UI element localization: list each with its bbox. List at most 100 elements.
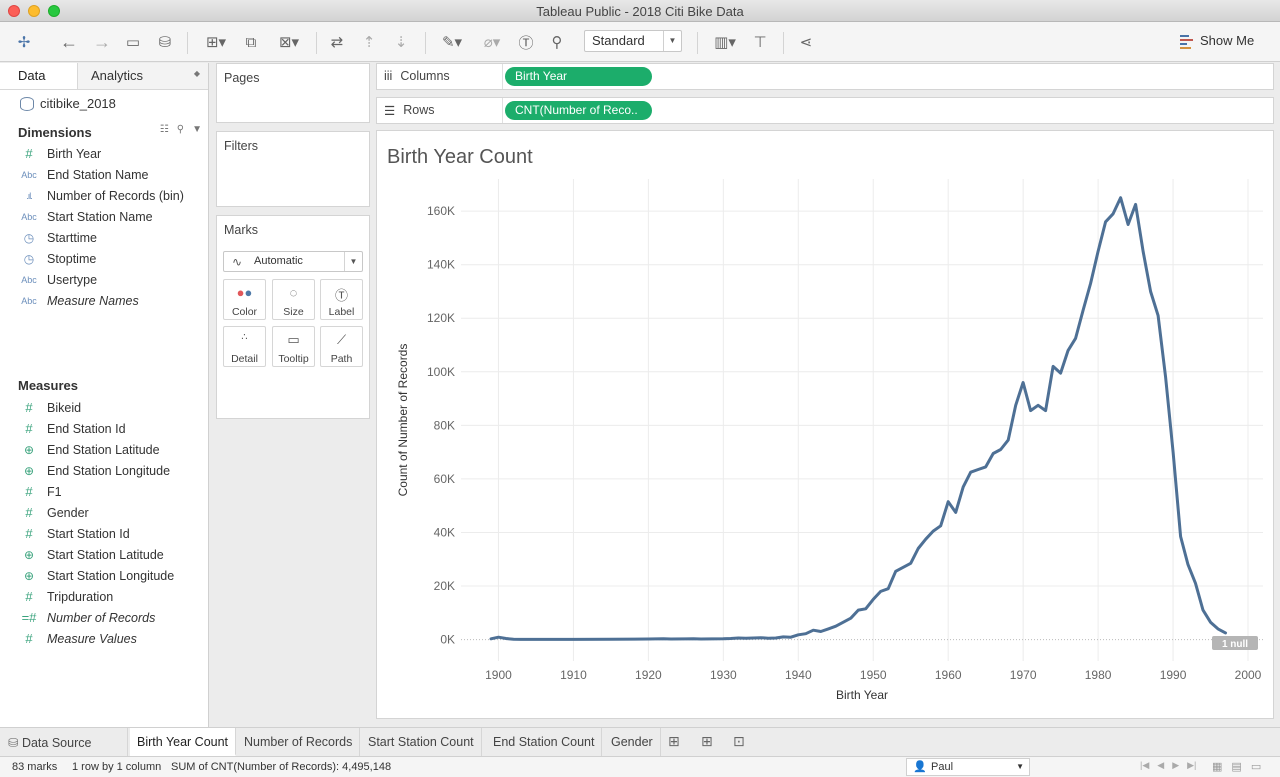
sheet-tab[interactable]: Start Station Count — [361, 728, 482, 756]
rows-shelf[interactable]: ☰ Rows CNT(Number of Reco.. — [376, 97, 1274, 124]
datasource-row[interactable]: citibike_2018 — [0, 90, 208, 117]
field-item[interactable]: Abc End Station Name — [0, 164, 208, 185]
sheet-tab[interactable]: End Station Count — [486, 728, 603, 756]
field-item[interactable]: =# Number of Records — [0, 607, 208, 628]
data-point — [1157, 314, 1160, 317]
window-minimize-button[interactable] — [28, 5, 40, 17]
new-story-icon[interactable]: ⊡ — [733, 733, 745, 749]
data-point — [1172, 451, 1175, 454]
field-item[interactable]: ⊕ End Station Longitude — [0, 460, 208, 481]
user-select[interactable]: 👤 Paul ▼ — [906, 758, 1030, 776]
data-point — [1217, 628, 1220, 631]
sheet-tab[interactable]: Gender — [604, 728, 661, 756]
field-label: Starttime — [47, 230, 98, 245]
next-sheet-icon[interactable]: ▶ — [1172, 760, 1180, 770]
label-label: Label — [328, 306, 355, 318]
show-me-button[interactable]: Show Me — [1180, 33, 1254, 49]
show-cards-icon[interactable]: ▥▾ — [714, 34, 736, 51]
detail-button[interactable]: ∴ Detail — [223, 326, 266, 367]
tooltip-button[interactable]: ▭ Tooltip — [272, 326, 315, 367]
field-label: End Station Id — [47, 421, 126, 436]
y-tick-label: 100K — [427, 365, 455, 379]
sheet-tab[interactable]: Birth Year Count — [130, 728, 237, 756]
sort-ascending-icon[interactable]: ⇡ — [362, 34, 376, 51]
prev-sheet-icon[interactable]: ◀ — [1157, 760, 1165, 770]
filters-card[interactable]: Filters — [216, 131, 370, 207]
color-button[interactable]: ●● Color — [223, 279, 266, 320]
field-item[interactable]: Abc Measure Names — [0, 290, 208, 311]
tableau-logo-icon[interactable]: ✢ — [17, 34, 31, 51]
data-point — [924, 538, 927, 541]
clear-sheet-icon[interactable]: ⊠▾ — [278, 34, 300, 51]
field-item[interactable]: .ıl. Number of Records (bin) — [0, 185, 208, 206]
swap-rows-columns-icon[interactable]: ⇄ — [330, 34, 344, 51]
field-item[interactable]: # F1 — [0, 481, 208, 502]
window-zoom-button[interactable] — [48, 5, 60, 17]
string-type-icon: Abc — [21, 295, 37, 306]
columns-icon: iii — [384, 69, 393, 83]
title-bar: Tableau Public - 2018 Citi Bike Data — [0, 0, 1280, 22]
data-source-tab[interactable]: ⛁ Data Source — [0, 728, 128, 756]
undo-icon[interactable]: ← — [60, 31, 78, 52]
new-dashboard-icon[interactable]: ⊞ — [701, 733, 713, 749]
field-label: Tripduration — [47, 589, 114, 604]
redo-icon[interactable]: → — [93, 31, 111, 52]
fix-axes-icon[interactable]: ⚲ — [551, 34, 563, 51]
field-item[interactable]: Abc Usertype — [0, 269, 208, 290]
path-button[interactable]: ⟋ Path — [320, 326, 363, 367]
field-item[interactable]: ⊕ End Station Latitude — [0, 439, 208, 460]
sheet-tab[interactable]: Number of Records — [237, 728, 361, 756]
last-sheet-icon[interactable]: ▶| — [1187, 760, 1197, 770]
columns-pill[interactable]: Birth Year — [505, 67, 652, 86]
show-mark-labels-icon[interactable]: Ⓣ — [518, 34, 534, 52]
tab-data[interactable]: Data — [0, 63, 78, 89]
field-item[interactable]: Abc Start Station Name — [0, 206, 208, 227]
field-item[interactable]: # Tripduration — [0, 586, 208, 607]
new-datasource-icon[interactable]: ⛁ — [158, 34, 172, 51]
chevron-down-icon[interactable]: ▼ — [192, 124, 202, 135]
pages-card[interactable]: Pages — [216, 63, 370, 123]
line-mark-icon: ∿ — [232, 255, 243, 269]
duplicate-sheet-icon[interactable]: ⧉ — [245, 33, 257, 51]
columns-shelf[interactable]: iii Columns Birth Year — [376, 63, 1274, 90]
field-item[interactable]: # End Station Id — [0, 418, 208, 439]
sort-descending-icon[interactable]: ⇣ — [394, 34, 408, 51]
highlight-icon[interactable]: ✎▾ — [441, 34, 463, 51]
field-item[interactable]: # Bikeid — [0, 397, 208, 418]
field-item[interactable]: # Birth Year — [0, 143, 208, 164]
toolbar-separator — [316, 32, 317, 54]
field-item[interactable]: ⊕ Start Station Latitude — [0, 544, 208, 565]
size-button[interactable]: ◌ Size — [272, 279, 315, 320]
tab-analytics[interactable]: Analytics ◆ — [78, 63, 208, 89]
tab-analytics-label: Analytics — [91, 68, 144, 83]
calendar-icon: ◷ — [23, 251, 35, 266]
line-chart[interactable]: Birth Year Count 1900 1910 1920 1930 1940 1950… — [377, 131, 1273, 718]
group-members-icon[interactable]: ⌀▾ — [483, 34, 501, 51]
filmstrip-icon[interactable]: ▤ — [1231, 761, 1242, 773]
field-item[interactable]: ⊕ Start Station Longitude — [0, 565, 208, 586]
y-tick-label: 160K — [427, 204, 455, 218]
window-close-button[interactable] — [8, 5, 20, 17]
rows-pill[interactable]: CNT(Number of Reco.. — [505, 101, 652, 120]
view-list-icon[interactable]: ☷ — [159, 124, 169, 135]
data-point — [789, 636, 792, 639]
new-worksheet-icon[interactable]: ⊞ — [668, 733, 680, 749]
toolbar-separator — [187, 32, 188, 54]
first-sheet-icon[interactable]: |◀ — [1140, 760, 1150, 770]
field-item[interactable]: # Start Station Id — [0, 523, 208, 544]
field-item[interactable]: ◷ Starttime — [0, 227, 208, 248]
tab-view-icon[interactable]: ▭ — [1250, 761, 1262, 773]
presentation-mode-icon[interactable]: ⊤ — [753, 34, 767, 51]
field-item[interactable]: ◷ Stoptime — [0, 248, 208, 269]
fit-select[interactable]: Standard ▼ — [584, 30, 682, 52]
sheet-grid-icon[interactable]: ▦ — [1212, 761, 1223, 773]
new-worksheet-icon[interactable]: ⊞▾ — [205, 34, 227, 51]
save-icon[interactable]: ▭ — [125, 34, 141, 51]
field-item[interactable]: # Gender — [0, 502, 208, 523]
share-icon[interactable]: ⋖ — [799, 34, 813, 51]
y-tick-label: 80K — [434, 418, 455, 432]
mark-type-select[interactable]: ∿ Automatic ▼ — [223, 251, 363, 272]
label-button[interactable]: Ⓣ Label — [320, 279, 363, 320]
field-item[interactable]: # Measure Values — [0, 628, 208, 649]
search-icon[interactable]: ⚲ — [176, 124, 185, 135]
